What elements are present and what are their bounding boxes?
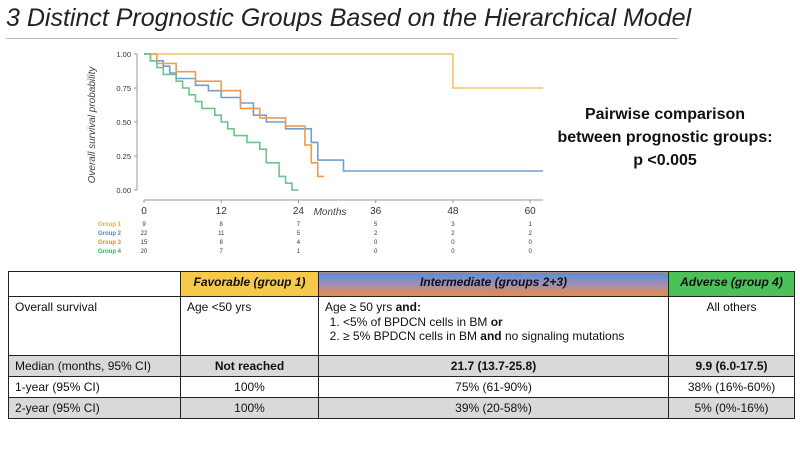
row-label: 1-year (95% CI) xyxy=(8,376,181,398)
criterion-2: ≥ 5% BPDCN cells in BM and no signaling … xyxy=(343,329,662,343)
risk-count: 15 xyxy=(141,240,148,246)
median-favorable: Not reached xyxy=(180,355,319,377)
risk-count: 2 xyxy=(451,231,455,237)
one-year-favorable: 100% xyxy=(180,376,319,398)
chart-axes xyxy=(134,53,543,203)
risk-row-label: Group 2 xyxy=(98,231,122,237)
risk-count: 8 xyxy=(220,222,224,228)
table-row-overall-survival: Overall survival Age <50 yrs Age ≥ 50 yr… xyxy=(8,296,795,356)
title-divider xyxy=(6,38,678,39)
km-survival-chart: 0.000.250.500.751.00 0 12 24 36 48 60 Overall… xyxy=(87,50,543,255)
series-line-group-4 xyxy=(144,53,299,191)
risk-count: 5 xyxy=(374,222,378,228)
row-label: Median (months, 95% CI) xyxy=(8,355,181,377)
risk-count: 8 xyxy=(220,240,224,246)
criterion-1: <5% of BPDCN cells in BM or xyxy=(343,315,662,329)
row-label: 2-year (95% CI) xyxy=(8,397,181,419)
risk-count: 0 xyxy=(374,249,378,255)
risk-count: 3 xyxy=(451,222,455,228)
intermediate-criteria: Age ≥ 50 yrs and: <5% of BPDCN cells in … xyxy=(318,296,669,356)
table-row-one-year: 1-year (95% CI) 100% 75% (61-90%) 38% (1… xyxy=(8,376,795,398)
criterion-1-or: or xyxy=(490,315,503,329)
risk-count: 20 xyxy=(141,249,148,255)
risk-count: 7 xyxy=(297,222,301,228)
x-tick-label: 36 xyxy=(370,206,382,217)
median-adverse: 9.9 (6.0-17.5) xyxy=(668,355,795,377)
risk-row-label: Group 1 xyxy=(98,222,122,228)
adverse-criteria: All others xyxy=(668,296,795,356)
median-intermediate: 21.7 (13.7-25.8) xyxy=(318,355,669,377)
y-tick-label: 0.75 xyxy=(116,84,131,93)
risk-count: 2 xyxy=(528,231,532,237)
x-tick-label: 48 xyxy=(447,206,459,217)
x-tick-label: 12 xyxy=(216,206,228,217)
table-row-median: Median (months, 95% CI) Not reached 21.7… xyxy=(8,355,795,377)
x-axis-title: Months xyxy=(314,207,347,218)
table-header-row: Favorable (group 1) Intermediate (groups… xyxy=(8,271,795,297)
header-intermediate: Intermediate (groups 2+3) xyxy=(318,271,669,297)
x-tick-label: 0 xyxy=(141,206,147,217)
x-tick-labels: 0 12 24 36 48 60 xyxy=(141,206,536,217)
y-tick-label: 0.50 xyxy=(116,118,131,127)
results-table: Favorable (group 1) Intermediate (groups… xyxy=(8,271,795,419)
series-line-group-2 xyxy=(144,53,543,172)
table-row-two-year: 2-year (95% CI) 100% 39% (20-58%) 5% (0%… xyxy=(8,397,795,419)
series-line-group-3 xyxy=(144,53,325,178)
row-label: Overall survival xyxy=(8,296,181,356)
risk-count: 11 xyxy=(218,231,225,237)
y-tick-label: 0.25 xyxy=(116,152,131,161)
two-year-adverse: 5% (0%-16%) xyxy=(668,397,795,419)
favorable-criteria: Age <50 yrs xyxy=(180,296,319,356)
two-year-favorable: 100% xyxy=(180,397,319,419)
criterion-1-text: <5% of BPDCN cells in BM xyxy=(343,315,491,329)
criteria-list: <5% of BPDCN cells in BM or ≥ 5% BPDCN c… xyxy=(325,315,662,343)
risk-row-label: Group 3 xyxy=(98,240,122,246)
risk-count: 1 xyxy=(528,222,532,228)
risk-count: 0 xyxy=(528,240,532,246)
criteria-intro-and: and: xyxy=(395,300,421,314)
risk-count: 0 xyxy=(374,240,378,246)
risk-count: 22 xyxy=(141,231,148,237)
y-axis-title: Overall survival probability xyxy=(87,66,98,184)
criterion-2-text-b: no signaling mutations xyxy=(501,329,625,343)
header-favorable: Favorable (group 1) xyxy=(180,271,319,297)
slide-title: 3 Distinct Prognostic Groups Based on th… xyxy=(6,4,692,32)
x-tick-label: 24 xyxy=(293,206,305,217)
risk-count: 5 xyxy=(297,231,301,237)
risk-count: 0 xyxy=(451,240,455,246)
risk-count: 9 xyxy=(142,222,146,228)
risk-count: 0 xyxy=(451,249,455,255)
header-adverse: Adverse (group 4) xyxy=(668,271,795,297)
criteria-intro: Age ≥ 50 yrs xyxy=(325,300,396,314)
one-year-adverse: 38% (16%-60%) xyxy=(668,376,795,398)
risk-row-label: Group 4 xyxy=(98,249,122,255)
risk-count: 4 xyxy=(297,240,301,246)
y-tick-label: 1.00 xyxy=(116,50,131,59)
header-blank xyxy=(8,271,181,297)
risk-count: 0 xyxy=(528,249,532,255)
criterion-2-text-a: ≥ 5% BPDCN cells in BM xyxy=(343,329,481,343)
x-tick-label: 60 xyxy=(525,206,537,217)
one-year-intermediate: 75% (61-90%) xyxy=(318,376,669,398)
risk-count: 2 xyxy=(374,231,378,237)
series-line-group-1 xyxy=(144,53,543,89)
pairwise-comparison-note: Pairwise comparison between prognostic g… xyxy=(557,106,773,169)
criterion-2-and: and xyxy=(480,329,502,343)
two-year-intermediate: 39% (20-58%) xyxy=(318,397,669,419)
survival-curves xyxy=(144,53,543,191)
y-tick-label: 0.00 xyxy=(116,186,131,195)
y-tick-labels: 0.00 0.25 0.50 0.75 1.00 xyxy=(116,50,131,195)
risk-count: 7 xyxy=(220,249,224,255)
risk-count: 1 xyxy=(297,249,301,255)
